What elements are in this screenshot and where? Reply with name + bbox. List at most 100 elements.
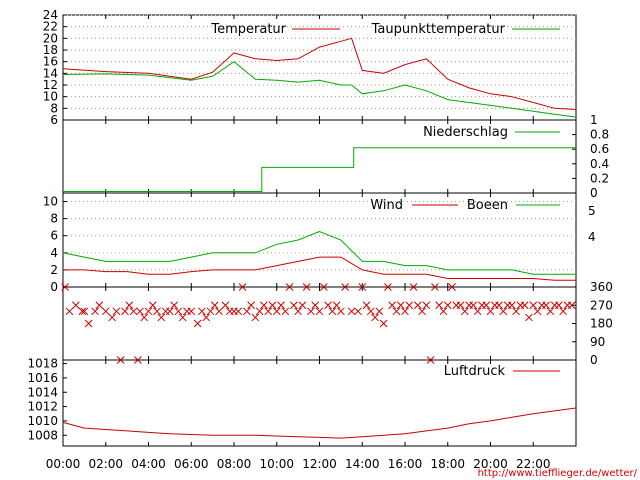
- wind-direction-point: [285, 283, 294, 291]
- wind-direction-point: [529, 301, 538, 310]
- wind-direction-point: [65, 307, 74, 316]
- wind-direction-point: [341, 283, 350, 291]
- wind-direction-point: [332, 301, 341, 310]
- wind-ytick-label: 0: [50, 280, 58, 294]
- x-tick-label: 12:00: [302, 457, 337, 471]
- wind-direction-frame: [62, 286, 577, 361]
- wind-direction-point: [546, 307, 555, 316]
- x-tick-label: 00:00: [46, 457, 81, 471]
- wind-direction-ytick-label: 270: [590, 298, 613, 312]
- wind-direction-point: [401, 307, 409, 316]
- wind-direction-point: [298, 301, 307, 310]
- wind-direction-point: [324, 301, 332, 310]
- wind-direction-point: [567, 301, 576, 310]
- wind-ytick-label: 8: [50, 212, 58, 226]
- wind-direction-point: [439, 307, 448, 316]
- wind-direction-point: [129, 307, 138, 316]
- wind-ytick-label: 6: [50, 229, 58, 243]
- x-tick-label: 22:00: [516, 457, 551, 471]
- precipitation-ytick-label: 0.4: [590, 157, 609, 171]
- temperature-ytick-label: 22: [43, 20, 58, 34]
- wind-direction-point: [101, 307, 110, 316]
- wind-direction-point: [133, 356, 142, 364]
- wind-direction-point: [91, 307, 99, 316]
- wind-direction-point: [193, 319, 202, 328]
- wind-direction-point: [260, 301, 268, 310]
- wind-direction-point: [95, 301, 104, 310]
- wind-direction-point: [392, 307, 401, 316]
- wind-direction-point: [234, 307, 243, 316]
- wind-direction-point: [221, 301, 230, 310]
- wind-direction-point: [409, 283, 418, 291]
- pressure-ytick-label: 1010: [27, 414, 58, 428]
- legend-luftdruck-label: Luftdruck: [444, 364, 506, 379]
- wind-direction-point: [448, 283, 456, 291]
- wind-ytick-label: 2: [50, 263, 58, 277]
- wind-direction-point: [379, 319, 388, 328]
- wind-direction-point: [144, 307, 153, 316]
- wind-direction-point: [405, 301, 414, 310]
- wind-direction-point: [170, 301, 179, 310]
- wind-direction-point: [533, 307, 542, 316]
- legend-boeen-label: Boeen: [467, 198, 508, 213]
- wind-direction-point: [362, 301, 371, 310]
- wind-ytick-label: 10: [43, 195, 58, 209]
- wind-direction-point: [358, 283, 367, 291]
- temperature-ytick-label: 24: [43, 8, 58, 22]
- x-tick-label: 18:00: [430, 457, 465, 471]
- wind-direction-point: [347, 307, 356, 316]
- wind-direction-point: [542, 301, 550, 310]
- precipitation-ytick-label: 0.8: [590, 128, 609, 142]
- temperature-ytick-label: 12: [43, 78, 58, 92]
- wind-direction-point: [418, 307, 426, 316]
- wind-direction-point: [166, 307, 174, 316]
- wind-direction-point: [328, 307, 337, 316]
- wind-direction-ytick-label: 90: [590, 335, 605, 349]
- wind-direction-point: [319, 283, 328, 291]
- x-tick-label: 04:00: [131, 457, 166, 471]
- wind-direction-point: [268, 301, 277, 310]
- wind-series-wind-line: [63, 256, 576, 281]
- wind-direction-point: [495, 301, 503, 310]
- wind-direction-point: [413, 301, 422, 310]
- wind-direction-point: [242, 307, 251, 316]
- wind-direction-point: [337, 307, 345, 316]
- wind-direction-point: [272, 307, 281, 316]
- wind-direction-point: [210, 301, 219, 310]
- wind-direction-ytick-label: 180: [590, 317, 613, 331]
- wind-direction-point: [559, 307, 568, 316]
- pressure-ytick-label: 1018: [27, 357, 58, 371]
- wind-direction-point: [174, 307, 183, 316]
- pressure-ytick-label: 1008: [27, 428, 58, 442]
- wind-direction-point: [215, 307, 223, 316]
- wind-direction-point: [443, 301, 452, 310]
- legend-wind-label: Wind: [370, 198, 403, 213]
- wind-direction-point: [371, 313, 379, 322]
- wind-direction-point: [473, 307, 482, 316]
- wind-direction-point: [482, 301, 491, 310]
- wind-direction-point: [80, 307, 89, 316]
- x-tick-label: 02:00: [88, 457, 123, 471]
- wind-direction-point: [294, 307, 302, 316]
- wind-direction-point: [435, 301, 444, 310]
- pressure-ytick-label: 1014: [27, 385, 58, 399]
- wind-direction-point: [157, 313, 166, 322]
- wind-direction-point: [136, 307, 144, 316]
- legend-taupunkt-label: Taupunkttemperatur: [371, 22, 506, 37]
- wind-direction-point: [431, 283, 439, 291]
- wind-direction-point: [71, 301, 80, 310]
- wind-direction-point: [153, 307, 161, 316]
- wind-direction-point: [187, 307, 196, 316]
- temperature-ytick-label: 14: [43, 66, 58, 80]
- legend-temperatur-label: Temperatur: [210, 22, 286, 37]
- wind-direction-point: [255, 307, 264, 316]
- x-tick-label: 08:00: [217, 457, 252, 471]
- wind-direction-point: [508, 301, 516, 310]
- wind-direction-point: [112, 307, 121, 316]
- wind-direction-point: [499, 307, 508, 316]
- wind-direction-point: [247, 301, 255, 310]
- precipitation-ytick-label: 0.2: [590, 171, 609, 185]
- pressure-series-luftdruck-line: [62, 407, 577, 439]
- precipitation-ytick-label: 0.6: [590, 142, 609, 156]
- wind-direction-point: [486, 307, 495, 316]
